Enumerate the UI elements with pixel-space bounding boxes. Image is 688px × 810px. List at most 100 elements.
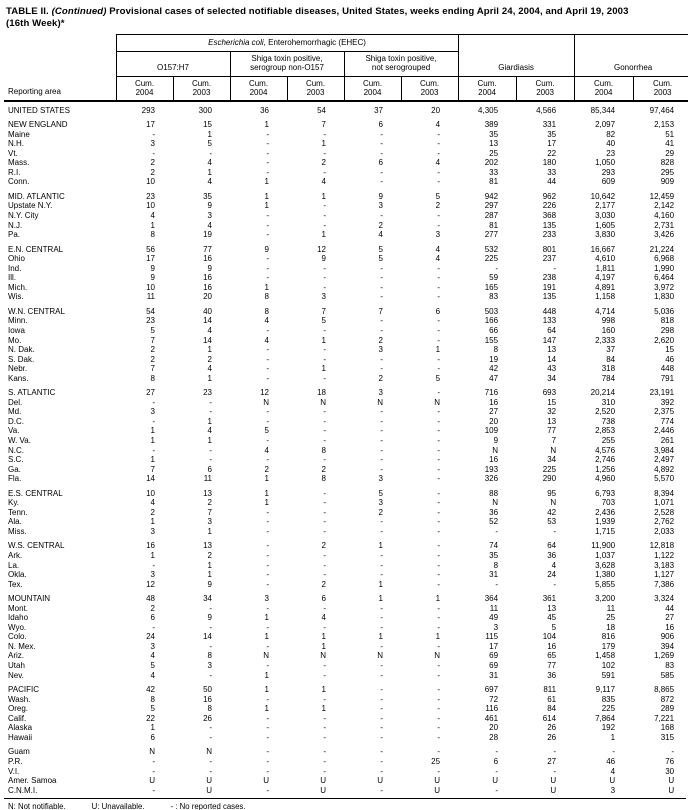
row-label: Idaho — [8, 613, 29, 623]
cell-value: 1 — [321, 364, 326, 374]
cell-value: - — [323, 560, 326, 570]
cell-value: - — [380, 723, 383, 733]
cell-value: 83 — [665, 661, 675, 671]
cell-value: 9 — [321, 254, 326, 264]
table-row: Wis. 11 20 8 3- -83 135 1,158 1,830 — [4, 292, 688, 302]
cell-value: - — [437, 263, 441, 273]
cell-value: - — [437, 488, 441, 498]
cell-value: - — [266, 354, 269, 364]
cell-value: 3 — [150, 641, 155, 651]
footnote-legend: N: Not notifiable. U: Unavailable. - : No … — [8, 802, 686, 810]
cell-value: 4 — [435, 254, 441, 264]
row-label: Ark. — [8, 551, 23, 561]
o157-subgroup-header: O157:H7 — [115, 51, 231, 77]
col-header-giardiasis-cum-2003: Cum. 2003 — [515, 76, 575, 102]
cell-value: - — [380, 282, 383, 292]
row-label: Mass. — [8, 158, 30, 168]
ehec-group-header: Escherichia coli, Enterohemorrhagic (EHE… — [115, 34, 459, 52]
cell-value: 7 — [321, 306, 326, 316]
cell-value: - — [380, 747, 383, 757]
cell-value: 10 — [146, 488, 155, 498]
cell-value: 8 — [493, 560, 499, 570]
cell-value: 297 — [484, 201, 499, 211]
cell-value: - — [209, 732, 212, 742]
cell-value: 1,458 — [595, 651, 616, 661]
cell-value: 4 — [264, 335, 269, 345]
cell-value: - — [323, 436, 326, 445]
cell-value: 1,605 — [595, 220, 616, 230]
cell-value: 697 — [484, 685, 499, 695]
cell-value: 1 — [150, 220, 155, 230]
cell-value: - — [323, 747, 326, 757]
cell-value: 16 — [203, 273, 212, 283]
cell-value: 2 — [207, 498, 212, 508]
cell-value: - — [323, 167, 326, 177]
cell-value: U — [492, 776, 499, 786]
table-row: Pa. 8 19 - 1 4 3 277 233 3,830 3,426 — [4, 230, 688, 240]
cell-value: - — [266, 570, 269, 580]
table-row: R.I. 2 1 - - - - 33 33 293 295 — [4, 168, 688, 178]
cell-value: U — [550, 785, 557, 795]
cell-value: - — [553, 747, 557, 757]
cell-value: 2,097 — [595, 120, 616, 130]
cell-value: - — [266, 345, 269, 355]
cell-value: - — [323, 426, 326, 436]
cell-value: N — [377, 397, 383, 407]
cell-value: 44 — [665, 603, 675, 613]
cell-value: 237 — [542, 254, 557, 264]
cell-value: - — [266, 517, 269, 527]
cell-value: - — [323, 732, 326, 742]
cell-value: 1 — [264, 704, 269, 714]
row-label: Iowa — [8, 325, 25, 335]
table-footnotes: N: Not notifiable. U: Unavailable. - : No … — [4, 798, 686, 810]
cell-value: 30 — [665, 766, 675, 776]
cell-value: 2,853 — [595, 426, 616, 436]
cell-value: - — [266, 661, 269, 671]
cell-value: 64 — [547, 541, 557, 551]
cell-value: 8 — [264, 292, 269, 302]
cell-value: 25 — [606, 613, 616, 623]
cell-value: - — [152, 397, 155, 407]
cell-value: - — [553, 526, 557, 536]
cell-value: 5,036 — [654, 306, 675, 316]
cell-value: 1 — [264, 191, 269, 201]
table-row: C.N.M.I. - U - U - U - U 3 U — [4, 786, 688, 796]
cell-value: - — [437, 613, 441, 623]
cell-value: 448 — [660, 364, 675, 374]
cell-value: 4 — [435, 244, 441, 254]
cell-value: - — [266, 723, 269, 733]
cell-value: 1,990 — [654, 263, 675, 273]
cell-value: 614 — [542, 713, 557, 723]
cell-value: 1 — [435, 594, 441, 604]
cell-value: - — [437, 464, 441, 474]
row-label: N.J. — [8, 220, 23, 230]
col-header-o157-cum-2004: Cum. 2004 — [115, 76, 174, 102]
cell-value: 31 — [489, 570, 499, 580]
cell-value: 4 — [207, 325, 212, 335]
cell-value: 716 — [484, 388, 499, 398]
cell-value: 37 — [374, 105, 383, 115]
cell-value: 46 — [665, 354, 675, 364]
cell-value: 1 — [207, 570, 212, 580]
cell-value: 13 — [547, 603, 557, 613]
cell-value: - — [266, 785, 269, 795]
cell-value: 7 — [207, 507, 212, 517]
cell-value: - — [437, 325, 441, 335]
row-label: Vt. — [8, 148, 18, 158]
cell-value: 368 — [542, 210, 557, 220]
cell-value: 1,158 — [595, 292, 616, 302]
cell-value: - — [437, 220, 441, 230]
cell-value: 7 — [150, 364, 155, 374]
cell-value: 4,576 — [595, 445, 616, 455]
cell-value: 9 — [207, 201, 212, 211]
cell-value: 83 — [489, 292, 499, 302]
cell-value: 1,122 — [654, 551, 675, 561]
row-label: MOUNTAIN — [8, 594, 51, 604]
cell-value: - — [437, 354, 441, 364]
cell-value: 2,177 — [595, 201, 616, 211]
cell-value: - — [323, 498, 326, 508]
notifiable-diseases-table: Reporting area Escherichia coli, Enteroh… — [4, 34, 688, 795]
shiga-not-serogrouped-subgroup-header: Shiga toxin positive, not serogrouped — [343, 51, 459, 77]
cell-value: 23 — [606, 148, 616, 158]
table-row: Alaska 1 - - - - - 20 26 192 168 — [4, 723, 688, 733]
